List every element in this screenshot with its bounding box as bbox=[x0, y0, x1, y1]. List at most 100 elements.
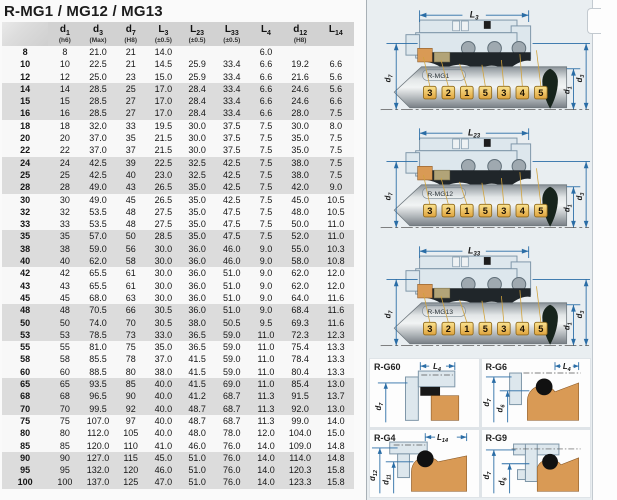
table-cell: 11.0 bbox=[327, 231, 345, 242]
tag-leader-line bbox=[519, 54, 523, 87]
table-cell: 107.0 bbox=[86, 415, 110, 426]
table-cell: 30.0 bbox=[154, 292, 173, 303]
table-cell: 36.5 bbox=[188, 342, 206, 353]
table-cell: 75 bbox=[59, 415, 70, 426]
table-cell: 55 bbox=[20, 342, 31, 353]
detail-panel-g9: R-G9 d7 d bbox=[481, 429, 590, 497]
item-tag bbox=[478, 203, 493, 218]
table-row: 48 48 70.5 66 30.5 36.0 51.0 9.0 68.4 11.6 bbox=[2, 304, 354, 317]
seat-orange bbox=[430, 395, 460, 421]
table-cell: 15.0 bbox=[154, 71, 173, 82]
item-tag bbox=[515, 321, 530, 336]
dim-label-d12: d12 bbox=[370, 469, 379, 481]
table-cell: 9.5 bbox=[259, 317, 273, 328]
dim-top-group bbox=[419, 128, 530, 141]
table-cell: 43 bbox=[20, 280, 31, 291]
table-cell: 35.0 bbox=[291, 133, 309, 144]
table-cell: 61 bbox=[125, 280, 136, 291]
table-cell: 50 bbox=[59, 317, 70, 328]
table-cell: 19.5 bbox=[154, 120, 173, 131]
column-header: L23 (±0.5) bbox=[179, 22, 215, 46]
item-tag-number: 5 bbox=[538, 324, 543, 334]
item-tag-number: 5 bbox=[483, 206, 488, 216]
table-cell: 30.0 bbox=[188, 120, 206, 131]
o-ring bbox=[541, 453, 558, 470]
table-row: 16 16 28.5 27 17.0 28.4 33.4 6.6 28.0 7.5 bbox=[2, 107, 354, 120]
item-tag bbox=[460, 321, 474, 336]
table-cell: 110 bbox=[123, 440, 138, 451]
table-cell: 15.8 bbox=[327, 465, 345, 476]
table-row: 15 15 28.5 27 17.0 28.4 33.4 6.6 24.6 6.6 bbox=[2, 95, 354, 108]
table-cell: 46.0 bbox=[154, 465, 173, 476]
table-cell: 28.5 bbox=[154, 231, 173, 242]
table-cell: 42.5 bbox=[89, 169, 107, 180]
tag-leader-line bbox=[481, 182, 486, 205]
table-cell: 16 bbox=[20, 108, 31, 119]
tag-leader-line bbox=[481, 64, 486, 87]
table-cell: 7.5 bbox=[259, 219, 273, 230]
table-cell: 120 bbox=[123, 465, 139, 476]
table-cell: 48.7 bbox=[188, 403, 206, 414]
table-cell: 47.5 bbox=[223, 206, 241, 217]
table-cell: 37.5 bbox=[223, 120, 241, 131]
table-cell: 70.5 bbox=[89, 305, 107, 316]
table-cell: 53 bbox=[59, 329, 70, 340]
spec-table: d1 (h6) d3 (Max) d7 (H8) L3 (±0.5) L23 (±0.5) L33(… bbox=[2, 22, 354, 489]
table-cell: 33.4 bbox=[223, 96, 241, 107]
table-cell: 7.5 bbox=[259, 231, 273, 242]
table-cell: 28.4 bbox=[188, 83, 206, 94]
table-cell: 99.5 bbox=[89, 403, 107, 414]
table-cell: 32 bbox=[59, 206, 70, 217]
dim-label-d7: d7 bbox=[482, 398, 493, 407]
table-cell: 33.4 bbox=[223, 71, 241, 82]
table-cell: 68.0 bbox=[89, 292, 107, 303]
dim-d11-group bbox=[385, 460, 414, 493]
table-cell: 36.5 bbox=[188, 329, 206, 340]
table-cell: 38.0 bbox=[154, 366, 173, 377]
table-cell: 45.0 bbox=[154, 452, 173, 463]
diagram-name-label: R-MG1 bbox=[427, 73, 449, 80]
page-curl-tab bbox=[587, 8, 601, 34]
table-cell: 21.0 bbox=[89, 47, 107, 57]
item-tag bbox=[515, 203, 530, 218]
table-cell: 7.5 bbox=[259, 133, 273, 144]
table-cell: 5.6 bbox=[329, 83, 343, 94]
table-cell: 20 bbox=[59, 133, 70, 144]
dim-label-right-outer: d3 bbox=[575, 75, 586, 83]
table-cell: 37.5 bbox=[223, 133, 241, 144]
table-cell: 12 bbox=[59, 71, 70, 82]
table-row: 25 25 42.5 40 23.0 32.5 42.5 7.5 38.0 7.5 bbox=[2, 168, 354, 182]
table-cell: 42.5 bbox=[223, 194, 241, 205]
table-cell: 36.0 bbox=[188, 305, 206, 316]
table-cell: 11.0 bbox=[257, 329, 275, 340]
table-cell: 12.0 bbox=[327, 268, 345, 279]
dimension-table-area: R-MG1 / MG12 / MG13 d1 (h6) d3 (Max) d7 (H8) L… bbox=[2, 3, 354, 489]
table-cell: 36.0 bbox=[188, 256, 206, 267]
table-cell: 80 bbox=[20, 428, 31, 439]
tag-leader-line bbox=[423, 56, 431, 87]
table-cell: 41.0 bbox=[154, 440, 173, 451]
table-cell: 85.5 bbox=[89, 354, 107, 365]
table-cell: 47.5 bbox=[223, 231, 241, 242]
table-cell: 21 bbox=[125, 59, 136, 70]
tag-leader-line bbox=[423, 292, 431, 323]
dim-d7-group bbox=[377, 382, 408, 423]
table-row: 33 33 53.5 48 27.5 35.0 47.5 7.5 50.0 11.0 bbox=[2, 218, 354, 231]
table-cell: 27 bbox=[125, 96, 136, 107]
tag-leader-line bbox=[440, 59, 449, 87]
table-cell: 8 bbox=[22, 47, 28, 57]
table-cell: 32.5 bbox=[188, 169, 206, 180]
item-tag-number: 3 bbox=[427, 88, 432, 98]
o-ring bbox=[416, 449, 434, 467]
table-row: 20 20 37.0 35 21.5 30.0 37.5 7.5 35.0 7.5 bbox=[2, 132, 354, 145]
item-tag-number: 2 bbox=[446, 324, 451, 334]
table-cell: 28.5 bbox=[89, 96, 107, 107]
seal-face-olive bbox=[433, 169, 451, 181]
table-cell: 33 bbox=[125, 120, 136, 131]
table-cell: 35.0 bbox=[154, 342, 173, 353]
table-cell: 75.4 bbox=[291, 342, 309, 353]
table-cell: 14.5 bbox=[154, 59, 173, 70]
table-cell: 97 bbox=[125, 415, 136, 426]
column-header: L14 bbox=[317, 22, 354, 46]
column-header: d7 (H8) bbox=[114, 22, 147, 46]
